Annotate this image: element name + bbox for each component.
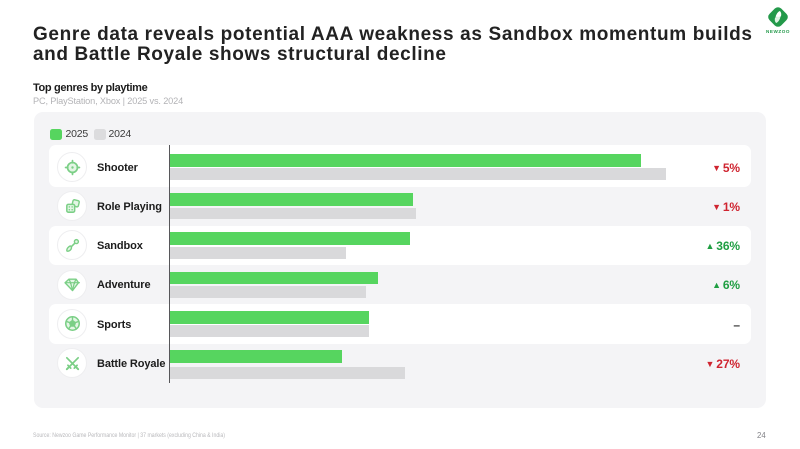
svg-text:NEWZOO: NEWZOO (766, 29, 790, 34)
